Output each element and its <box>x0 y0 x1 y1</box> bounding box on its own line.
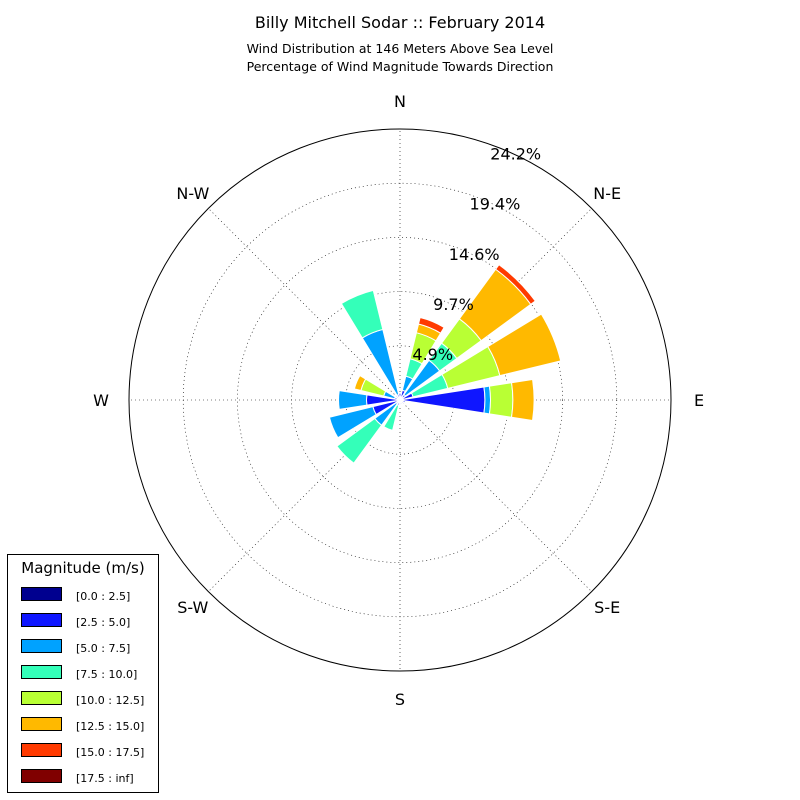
legend-label: [5.0 : 7.5] <box>76 642 130 655</box>
legend-swatch <box>21 665 62 679</box>
ring-label: 14.6% <box>449 245 500 264</box>
direction-label: N <box>394 92 406 111</box>
wind-bar-segment <box>353 374 367 392</box>
outer-ring <box>128 128 672 672</box>
wind-bar-segment <box>336 417 383 464</box>
ring-label: 24.2% <box>490 145 541 164</box>
direction-label: N-W <box>176 184 209 203</box>
legend-swatch <box>21 613 62 627</box>
legend-items: [0.0 : 2.5] [2.5 : 5.0] [5.0 : 7.5] [7.5 : … <box>21 587 144 785</box>
wind-bar-segment <box>401 399 407 404</box>
wind-bars <box>328 264 562 464</box>
ring-label: 19.4% <box>470 195 521 214</box>
chart-subtitle-line-1: Wind Distribution at 146 Meters Above Se… <box>247 41 554 56</box>
legend-swatch <box>21 717 62 731</box>
legend-label: [2.5 : 5.0] <box>76 616 130 629</box>
wind-bar-segment <box>383 404 400 432</box>
wind-bar-segment <box>487 313 562 377</box>
legend-label: [12.5 : 15.0] <box>76 720 144 733</box>
grid-spoke <box>399 399 592 592</box>
chart-title: Billy Mitchell Sodar :: February 2014 <box>255 13 545 32</box>
wind-bar-segment <box>488 382 514 418</box>
wind-bar-segment <box>510 378 535 422</box>
direction-label: S-W <box>177 598 208 617</box>
legend-swatch <box>21 743 62 757</box>
ring-label: 9.7% <box>433 295 474 314</box>
legend-label: [0.0 : 2.5] <box>76 590 130 603</box>
ring-labels: 4.9% 9.7% 14.6% 19.4% 24.2% <box>412 145 541 364</box>
legend-title: Magnitude (m/s) <box>21 559 144 577</box>
ring-label: 4.9% <box>412 345 453 364</box>
wind-bar-segment <box>340 289 384 339</box>
grid-ring <box>237 237 563 563</box>
chart-subtitle-line-2: Percentage of Wind Magnitude Towards Dir… <box>247 59 554 74</box>
wind-bar-segment <box>495 264 536 305</box>
legend-swatch <box>21 587 62 601</box>
wind-bar-segment <box>328 406 377 439</box>
direction-label: N-E <box>593 184 621 203</box>
legend-label: [17.5 : inf] <box>76 772 134 785</box>
legend-swatch <box>21 639 62 653</box>
direction-label: W <box>93 391 109 410</box>
wind-bar-segment <box>417 316 445 334</box>
wind-bar-segment <box>338 390 368 410</box>
legend-label: [10.0 : 12.5] <box>76 694 144 707</box>
direction-labels: N N-E E S-E S S-W W N-W <box>93 92 704 709</box>
legend-swatch <box>21 691 62 705</box>
direction-label: S <box>395 690 405 709</box>
legend-swatch <box>21 769 62 783</box>
legend: Magnitude (m/s) [0.0 : 2.5] [2.5 : 5.0] [5… <box>7 554 159 793</box>
direction-label: E <box>694 391 704 410</box>
legend-label: [7.5 : 10.0] <box>76 668 137 681</box>
legend-label: [15.0 : 17.5] <box>76 746 144 759</box>
direction-label: S-E <box>594 598 620 617</box>
